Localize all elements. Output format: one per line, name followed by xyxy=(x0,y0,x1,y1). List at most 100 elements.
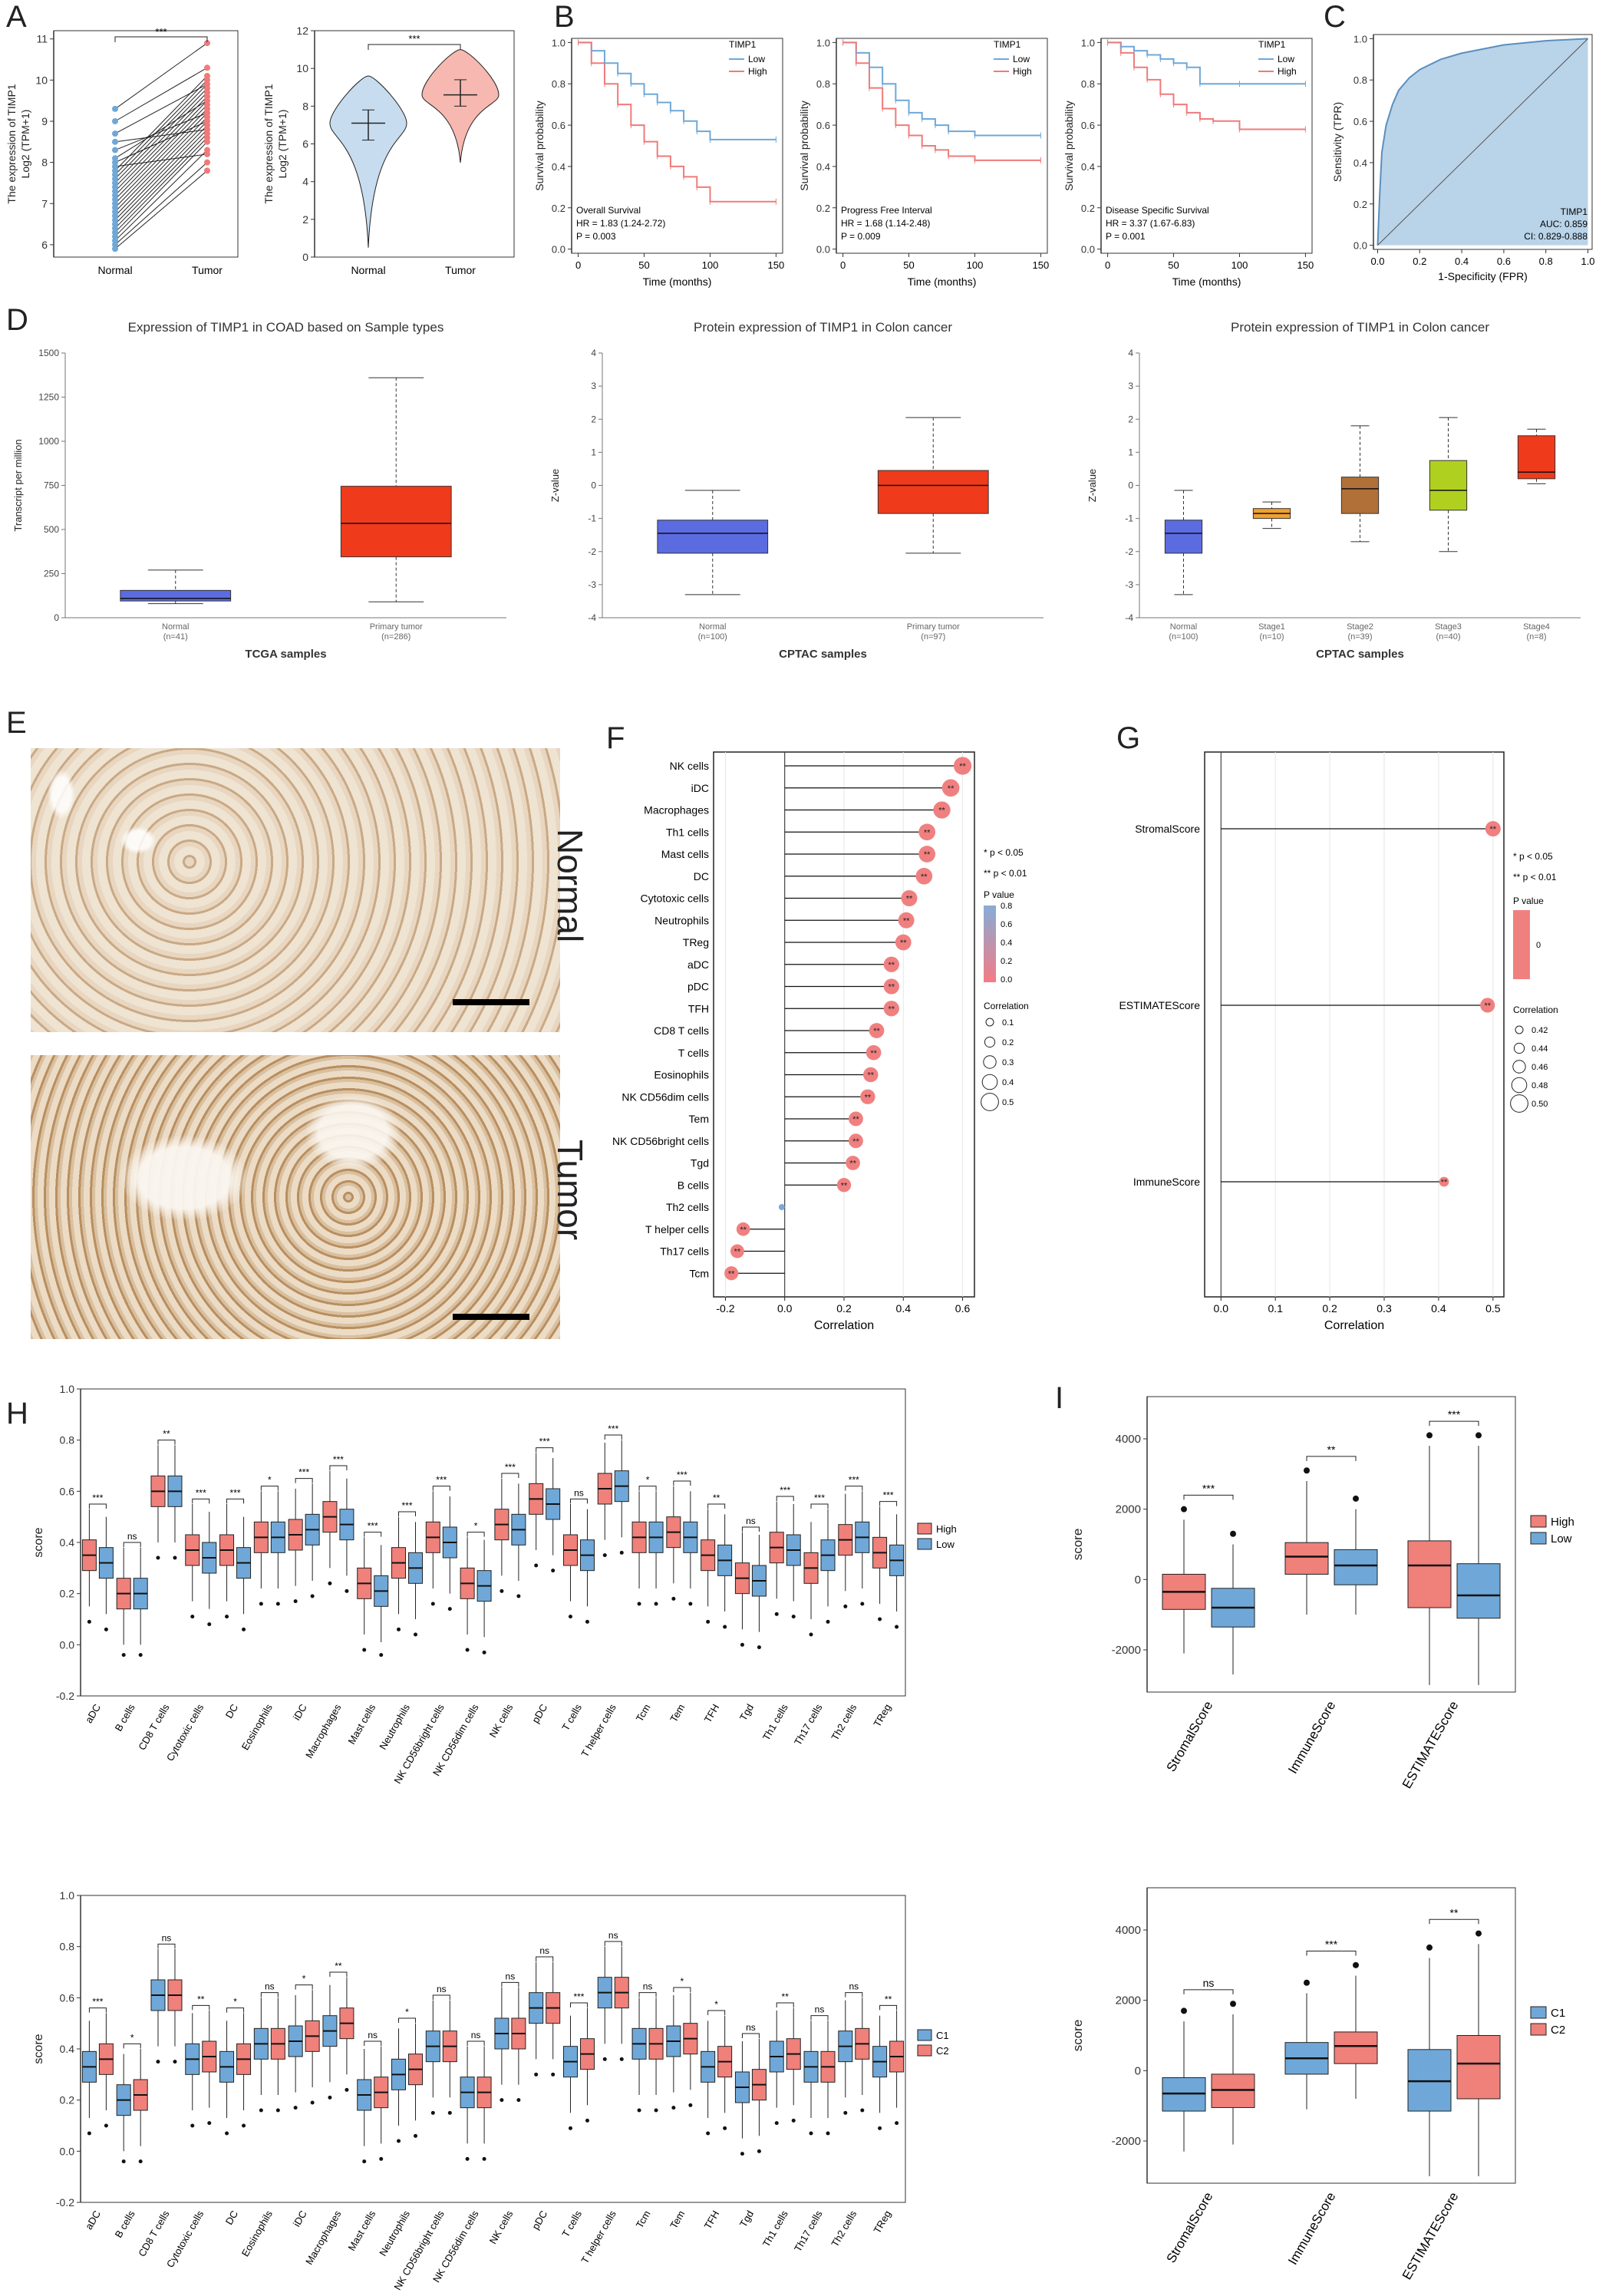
outlier-point xyxy=(740,1642,744,1647)
x-tick-label: ImmuneScore xyxy=(1285,2190,1338,2268)
lollipop-mark: ** xyxy=(865,1093,872,1102)
pair-line xyxy=(114,117,208,213)
significance-mark: * xyxy=(474,1521,478,1532)
km-high-curve xyxy=(578,41,776,203)
significance-bracket xyxy=(1306,1951,1357,1956)
outlier-point xyxy=(104,1627,108,1631)
legend-title: TIMP1 xyxy=(729,39,757,50)
significance-mark: ** xyxy=(782,1991,790,2002)
legend-sig: ** p < 0.01 xyxy=(984,868,1027,879)
significance-mark: *** xyxy=(436,1475,447,1486)
significance-mark: ns xyxy=(127,1531,137,1542)
outlier-point xyxy=(516,1594,521,1598)
significance-mark: *** xyxy=(408,33,420,45)
pvalue-tick: 0.6 xyxy=(1001,920,1012,929)
x-tick-label: 0.2 xyxy=(1322,1302,1337,1315)
km-annotation: P = 0.009 xyxy=(841,231,881,242)
significance-mark: * xyxy=(681,1976,684,1987)
x-tick-label: Neutrophils xyxy=(377,1702,412,1752)
outlier-point xyxy=(826,1619,830,1624)
outlier-point xyxy=(225,1615,229,1619)
lollipop-mark: ** xyxy=(867,1071,874,1080)
x-tick-label: Th17 cells xyxy=(792,2209,825,2254)
lollipop-dot xyxy=(901,889,918,907)
significance-bracket xyxy=(432,1994,450,2000)
legend-swatch xyxy=(1530,1515,1547,1528)
corr-size-circle xyxy=(985,1018,994,1027)
x-tick-label: B cells xyxy=(113,2209,137,2240)
x-tick-label: 0.0 xyxy=(1370,256,1384,267)
outlier-point xyxy=(362,2159,367,2164)
category-label: ImmuneScore xyxy=(1133,1176,1200,1188)
tumor-point xyxy=(204,73,210,79)
outlier-point xyxy=(706,2131,711,2136)
y-tick-label: 2000 xyxy=(1116,1503,1141,1516)
y-tick-label: 0.2 xyxy=(1353,199,1367,210)
x-tick-label: aDC xyxy=(83,2209,103,2232)
box-body xyxy=(1334,1549,1378,1585)
x-tick-label: 0.3 xyxy=(1377,1302,1392,1315)
significance-bracket xyxy=(536,1447,554,1453)
y-tick-label: 8 xyxy=(41,157,48,169)
x-tick-label: Cytotoxic cells xyxy=(164,1702,206,1763)
y-axis-label: Survival probability xyxy=(798,101,810,191)
panel-label-i: I xyxy=(1055,1381,1064,1415)
outlier-point xyxy=(688,1602,693,1606)
y-tick-label: 0 xyxy=(302,251,308,263)
significance-mark: *** xyxy=(92,1493,103,1503)
x-tick-label: 150 xyxy=(768,259,785,271)
box-body xyxy=(1456,1563,1501,1619)
significance-mark: ns xyxy=(849,1981,859,1992)
significance-mark: *** xyxy=(298,1467,309,1478)
significance-bracket xyxy=(1183,1989,1234,1994)
plot-frame xyxy=(571,38,783,254)
significance-bracket xyxy=(569,1498,588,1504)
scale-bar xyxy=(453,999,529,1005)
y-tick-label: -0.2 xyxy=(56,2196,74,2209)
corr-size-label: 0.1 xyxy=(1002,1018,1014,1028)
outlier-point xyxy=(414,2133,418,2138)
significance-bracket xyxy=(776,1496,794,1501)
significance-bracket xyxy=(707,1503,726,1509)
pair-line xyxy=(114,100,208,196)
km-annotation: HR = 1.83 (1.24-2.72) xyxy=(576,218,665,229)
significance-mark: *** xyxy=(539,1437,550,1447)
significance-mark: ns xyxy=(746,1516,756,1526)
outlier-point xyxy=(516,2098,521,2103)
normal-point xyxy=(112,105,118,112)
significance-mark: *** xyxy=(368,1521,378,1532)
outlier-point xyxy=(207,1622,212,1627)
pair-line xyxy=(114,96,208,192)
outlier-point xyxy=(1353,1495,1359,1502)
x-axis-label: 1-Specificity (FPR) xyxy=(1438,270,1528,282)
y-axis-label: Log2 (TPM+1) xyxy=(276,110,288,179)
x-tick-label: Primary tumor xyxy=(907,622,960,632)
outlier-point xyxy=(843,1604,848,1608)
y-tick-label: 1000 xyxy=(38,436,59,447)
significance-mark: * xyxy=(268,1475,272,1486)
category-label: Th2 cells xyxy=(666,1201,709,1213)
y-tick-label: 0.0 xyxy=(552,244,565,256)
outlier-point xyxy=(397,1627,401,1631)
outlier-point xyxy=(87,1619,91,1624)
x-axis-label: Correlation xyxy=(814,1319,874,1332)
pvalue-gradient xyxy=(984,921,996,929)
outlier-point xyxy=(860,2108,865,2113)
box-body xyxy=(1340,477,1380,514)
lollipop-dot xyxy=(849,1133,863,1149)
significance-mark: ns xyxy=(815,2004,825,2015)
x-tick-label: 0 xyxy=(840,259,846,271)
outlier-point xyxy=(293,1599,298,1604)
lollipop-dot xyxy=(1439,1176,1449,1187)
pvalue-gradient xyxy=(984,952,996,959)
y-tick-label: 2 xyxy=(591,414,596,424)
tumor-point xyxy=(204,150,210,157)
y-tick-label: 0.0 xyxy=(60,1638,75,1651)
legend-title: TIMP1 xyxy=(994,39,1021,50)
x-tick-label: Tumor xyxy=(192,264,223,276)
significance-bracket xyxy=(295,1984,313,1990)
significance-mark: ns xyxy=(643,1981,653,1992)
pair-line xyxy=(114,80,208,176)
pair-line xyxy=(114,129,208,143)
